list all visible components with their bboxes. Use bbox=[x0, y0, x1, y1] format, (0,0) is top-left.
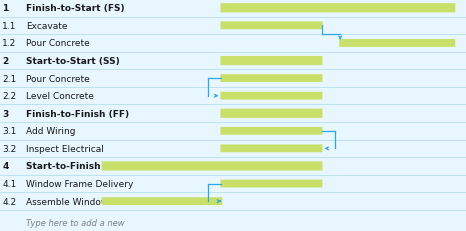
FancyBboxPatch shape bbox=[220, 127, 322, 135]
Text: 4: 4 bbox=[2, 162, 9, 171]
Text: Excavate: Excavate bbox=[26, 22, 67, 31]
FancyBboxPatch shape bbox=[102, 162, 322, 171]
Text: 4.2: 4.2 bbox=[2, 197, 16, 206]
Text: Pour Concrete: Pour Concrete bbox=[26, 39, 89, 48]
FancyBboxPatch shape bbox=[102, 197, 222, 205]
Text: Assemble Windows: Assemble Windows bbox=[26, 197, 112, 206]
Text: 1.1: 1.1 bbox=[2, 22, 17, 31]
Text: Finish-to-Start (FS): Finish-to-Start (FS) bbox=[26, 4, 124, 13]
Text: 1: 1 bbox=[2, 4, 8, 13]
FancyBboxPatch shape bbox=[339, 40, 455, 48]
Text: 3.2: 3.2 bbox=[2, 144, 17, 153]
Text: Start-to-Finish (SF): Start-to-Finish (SF) bbox=[26, 162, 124, 171]
FancyBboxPatch shape bbox=[220, 145, 322, 153]
Text: Start-to-Start (SS): Start-to-Start (SS) bbox=[26, 57, 119, 66]
FancyBboxPatch shape bbox=[220, 4, 455, 13]
Text: 2.2: 2.2 bbox=[2, 92, 16, 101]
Text: 4.1: 4.1 bbox=[2, 179, 17, 188]
Text: Window Frame Delivery: Window Frame Delivery bbox=[26, 179, 133, 188]
Text: 3: 3 bbox=[2, 109, 8, 118]
Text: Finish-to-Finish (FF): Finish-to-Finish (FF) bbox=[26, 109, 129, 118]
FancyBboxPatch shape bbox=[220, 22, 322, 30]
FancyBboxPatch shape bbox=[220, 92, 322, 100]
Text: Pour Concrete: Pour Concrete bbox=[26, 74, 89, 83]
Text: 3.1: 3.1 bbox=[2, 127, 17, 136]
Text: 2.1: 2.1 bbox=[2, 74, 17, 83]
Text: Level Concrete: Level Concrete bbox=[26, 92, 94, 101]
FancyBboxPatch shape bbox=[220, 109, 322, 118]
Text: 1.2: 1.2 bbox=[2, 39, 17, 48]
Text: Add Wiring: Add Wiring bbox=[26, 127, 75, 136]
FancyBboxPatch shape bbox=[220, 75, 322, 83]
FancyBboxPatch shape bbox=[220, 57, 322, 66]
FancyBboxPatch shape bbox=[220, 180, 322, 188]
Text: 2: 2 bbox=[2, 57, 8, 66]
Text: Type here to add a new: Type here to add a new bbox=[26, 218, 124, 227]
Text: Inspect Electrical: Inspect Electrical bbox=[26, 144, 103, 153]
